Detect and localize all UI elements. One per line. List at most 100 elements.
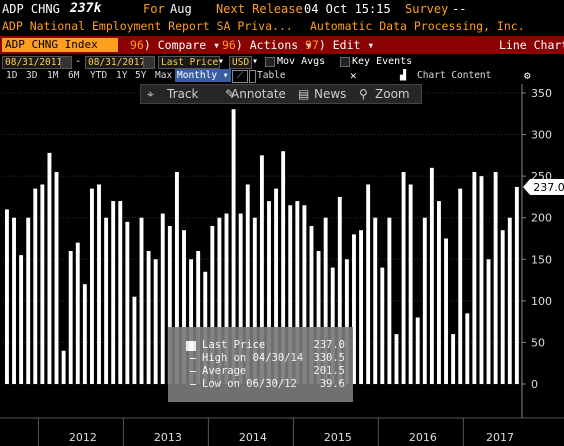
bar [182,230,186,384]
bar [479,176,484,384]
frequency-select[interactable]: Monthly ▾ [175,69,231,82]
end-date-input[interactable]: 08/31/2017 [85,56,149,69]
period-1m-button[interactable]: 1M [47,70,59,81]
y-tick-label: 100 [531,295,552,308]
bar [429,167,434,384]
bar [437,201,441,384]
compare-num: 96 [130,38,144,52]
survey-value: -- [452,2,467,16]
for-label: For [143,2,165,16]
chevron-down-icon: ▾ [367,38,375,52]
legend-last-price-value: 237.0 [313,339,345,351]
calendar-icon[interactable] [60,56,72,69]
calendar-icon[interactable] [143,56,155,69]
bar [267,201,271,384]
bar [217,217,222,384]
chart-type[interactable]: Line Chart [499,38,564,52]
y-tick-label: 0 [531,378,538,391]
bar [132,296,137,384]
edit-label: Edit [332,38,361,52]
bar [366,184,371,384]
bar [231,109,236,384]
period-5y-button[interactable]: 5Y [135,70,147,81]
y-tick-label: 300 [531,129,552,142]
description-bar: ADP National Employment Report SA Priva.… [0,18,564,35]
legend-high-value: 330.5 [313,352,345,364]
bar [302,205,307,384]
bar [500,230,505,384]
annotate-button[interactable]: Annotate [231,87,286,101]
bar [33,188,38,384]
bar [40,184,45,384]
close-icon[interactable]: ✕ [350,69,357,82]
bar [394,334,399,384]
bar [514,186,519,384]
period-bar: 1D 3D 1M 6M YTD 1Y 5Y Max Monthly ▾ ⟋ Ta… [0,69,564,83]
zoom-button[interactable]: Zoom [375,87,410,101]
menu-bar: ADP CHNG Index 96) Compare ▾ 96) Actions… [0,36,564,54]
field-select[interactable]: Last Price [158,56,220,69]
bar [316,250,321,384]
bar [238,213,243,384]
next-release-label: Next Release [216,2,303,16]
x-tick-label: 2016 [409,431,437,444]
legend-average-value: 201.5 [313,365,345,377]
track-button[interactable]: Track [167,87,199,101]
y-tick-label: 200 [531,212,552,225]
chart-content-button[interactable]: Chart Content [417,70,492,81]
currency-select[interactable]: USD [229,56,253,69]
bar [323,217,328,384]
edit-num: 97 [305,38,319,52]
period-1y-button[interactable]: 1Y [116,70,128,81]
bar [252,217,257,384]
chart-toolbar: ⌖ Track ✎ Annotate ▤ News ⚲ Zoom [140,84,422,104]
key-events-checkbox[interactable] [340,57,350,67]
bar [344,259,349,384]
last-value: 237k [70,1,102,16]
mov-avgs-label: Mov Avgs [277,56,326,67]
bar [245,184,250,384]
gear-icon[interactable]: ⚙ [524,69,531,82]
security-field[interactable]: ADP CHNG Index [2,38,118,52]
bar [89,188,94,384]
bar [12,217,16,384]
legend-swatch [186,341,196,351]
compare-menu[interactable]: 96) Compare ▾ [130,38,221,52]
header-bar: ADP CHNG 237k For Aug Next Release 04 Oc… [0,0,564,18]
high-line-icon [190,358,196,359]
bar [153,259,158,384]
news-button[interactable]: News [314,87,347,101]
actions-menu[interactable]: 96) Actions ▾ [222,38,313,52]
bar [146,250,151,384]
line-chart-icon[interactable]: ⟋ [232,70,248,83]
survey-label: Survey [405,2,449,16]
bar [281,151,286,384]
chevron-down-icon: ▾ [305,38,313,52]
compare-label: Compare [157,38,207,52]
bar [111,201,116,384]
period-3d-button[interactable]: 3D [26,70,38,81]
period-ytd-button[interactable]: YTD [90,70,108,81]
period-max-button[interactable]: Max [155,70,173,81]
x-tick-label: 2014 [239,431,267,444]
description: ADP National Employment Report SA Priva.… [2,19,293,33]
period-1d-button[interactable]: 1D [6,70,18,81]
bar [451,334,456,384]
bar [337,196,342,384]
mov-avgs-checkbox[interactable] [265,57,275,67]
actions-label: Actions [249,38,299,52]
frequency-label: Monthly [177,70,218,81]
y-tick-label: 150 [531,253,552,266]
bar [75,242,80,384]
bar [97,184,101,384]
start-date-input[interactable]: 08/31/2011 [2,56,66,69]
period-6m-button[interactable]: 6M [68,70,80,81]
bar [422,217,427,384]
bar [274,188,279,384]
bar [359,230,364,384]
edit-menu[interactable]: 97) Edit ▾ [305,38,375,52]
table-button[interactable]: Table [257,70,286,81]
bar [19,255,24,384]
track-icon: ⌖ [147,87,154,101]
